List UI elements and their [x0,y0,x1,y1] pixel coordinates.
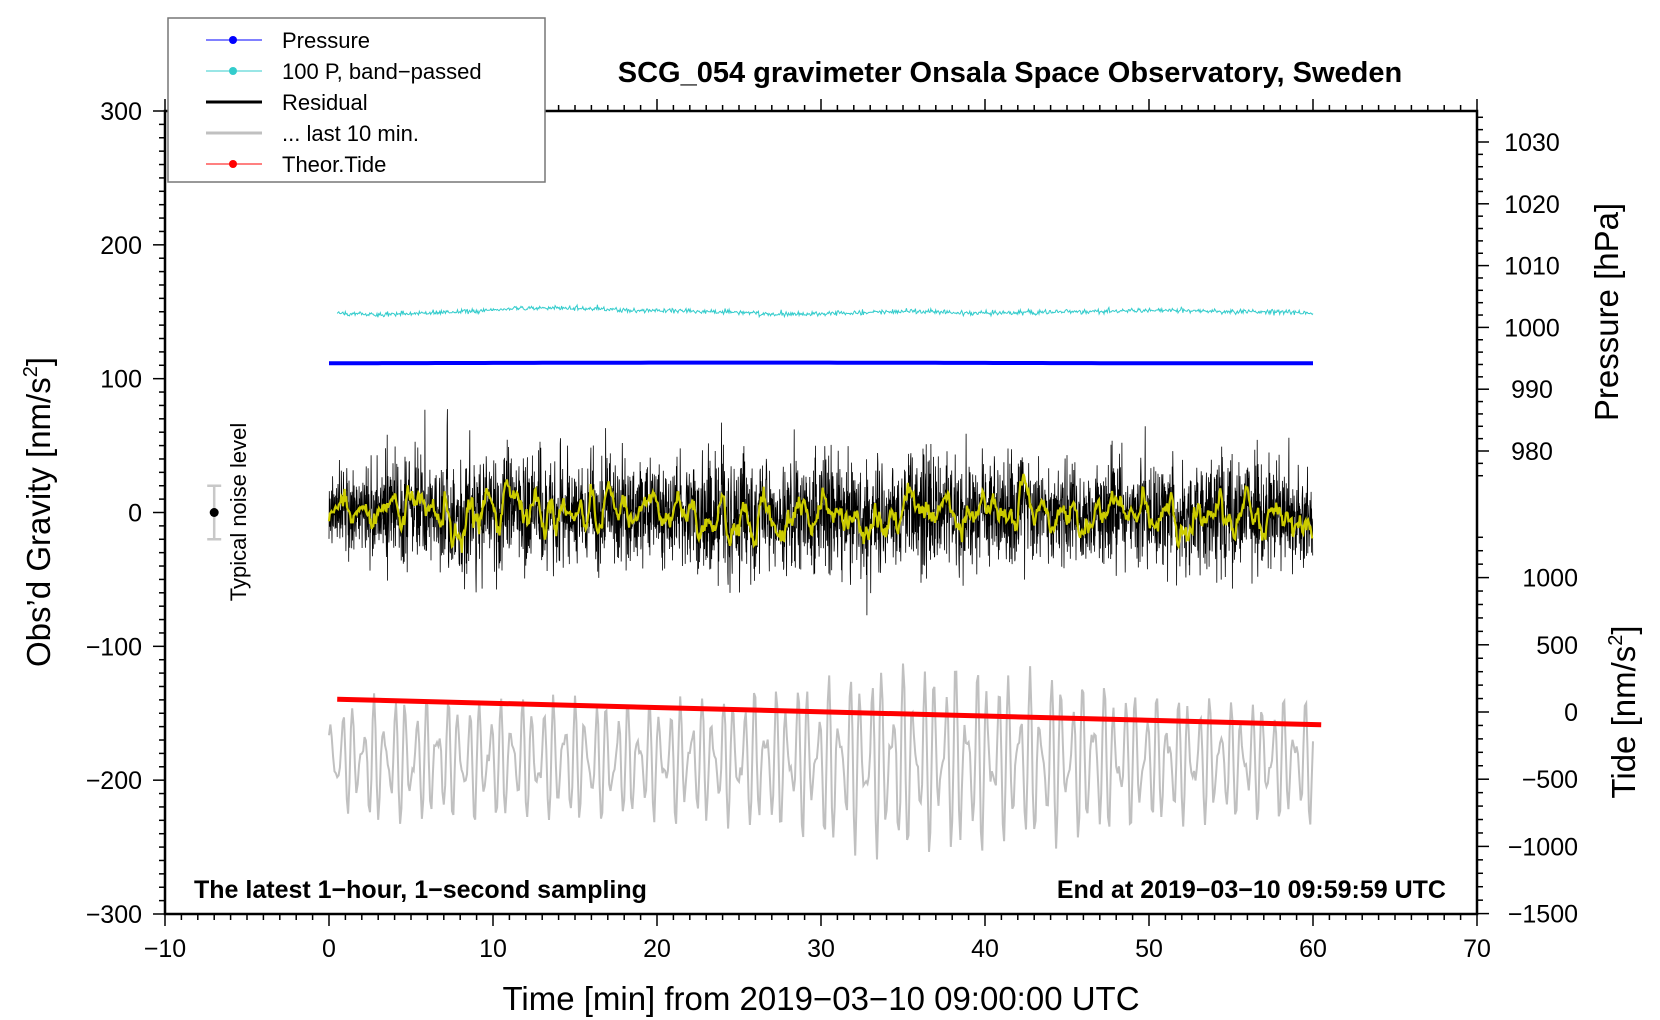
y-axis-title-end: ] [20,357,57,366]
pressure-tick-label: 980 [1511,438,1553,466]
annotation-left: The latest 1−hour, 1−second sampling [194,876,647,904]
legend-label: ... last 10 min. [282,121,419,146]
y-tick-label: 300 [100,98,142,126]
y-tick-label: 200 [100,232,142,260]
series-pressure-band-passed [336,303,1314,319]
series-residual-smoothed [327,473,1314,553]
tide-axis-title-main: Tide [nm/s [1605,646,1642,799]
legend-label: Theor.Tide [282,152,386,177]
tide-tick-label: 1000 [1522,565,1578,593]
tide-axis-title: Tide [nm/s2] [1605,625,1642,798]
noise-level-bar [207,484,222,541]
y-tick-label: 100 [100,366,142,394]
y-axis-title-sup: 2 [20,366,42,377]
noise-bar-dot [209,508,219,517]
pressure-axis-title: Pressure [hPa] [1588,203,1625,421]
x-axis-title: Time [min] from 2019−03−10 09:00:00 UTC [502,980,1139,1017]
legend-marker-0 [229,36,237,44]
series-residual [328,409,1314,616]
x-tick-label: 10 [479,935,507,963]
y-axis-title: Obs’d Gravity [nm/s2] [20,357,57,667]
y-axis-title-main: Obs’d Gravity [nm/s [20,377,57,667]
tide-axis-title-sup: 2 [1605,635,1627,646]
tide-tick-label: −1500 [1508,901,1578,929]
legend-box [167,17,546,183]
legend-label: Pressure [282,28,370,53]
x-tick-label: 50 [1135,935,1163,963]
pressure-tick-label: 1010 [1504,253,1560,281]
chart-title: SCG_054 gravimeter Onsala Space Observat… [618,57,1402,89]
tide-tick-label: −500 [1522,766,1578,794]
y-tick-label: 0 [128,500,142,528]
x-tick-label: 0 [322,935,336,963]
tide-tick-label: −1000 [1508,833,1578,861]
legend: Pressure 100 P, band−passed Residual ... la… [167,17,546,183]
tide-tick-label: 0 [1564,699,1578,727]
x-tick-label: 70 [1463,935,1491,963]
tide-tick-label: 500 [1536,632,1578,660]
pressure-tick-label: 1030 [1504,129,1560,157]
legend-marker-1 [229,67,237,75]
legend-label: 100 P, band−passed [282,59,482,84]
y-tick-label: −200 [86,767,142,795]
x-tick-label: 60 [1299,935,1327,963]
x-tick-label: 40 [971,935,999,963]
series-pressure [329,360,1313,366]
x-tick-label: 30 [807,935,835,963]
pressure-tick-label: 990 [1511,376,1553,404]
series-theor-tide [337,696,1322,728]
pressure-tick-label: 1020 [1504,191,1560,219]
ticks-layer: −10 0 10 20 30 40 50 60 703002001000−100−200−300… [86,98,1578,963]
y-tick-label: −100 [86,633,142,661]
series-layer [327,303,1322,860]
tide-axis-title-end: ] [1605,625,1642,634]
legend-marker-4 [229,160,237,168]
noise-level-label: Typical noise level [226,423,251,602]
x-tick-label: −10 [144,935,186,963]
series-last-10-min [328,663,1314,860]
y-tick-label: −300 [86,901,142,929]
legend-label: Residual [282,90,368,115]
x-tick-label: 20 [643,935,671,963]
pressure-tick-label: 1000 [1504,314,1560,342]
annotation-right: End at 2019−03−10 09:59:59 UTC [1057,876,1446,904]
